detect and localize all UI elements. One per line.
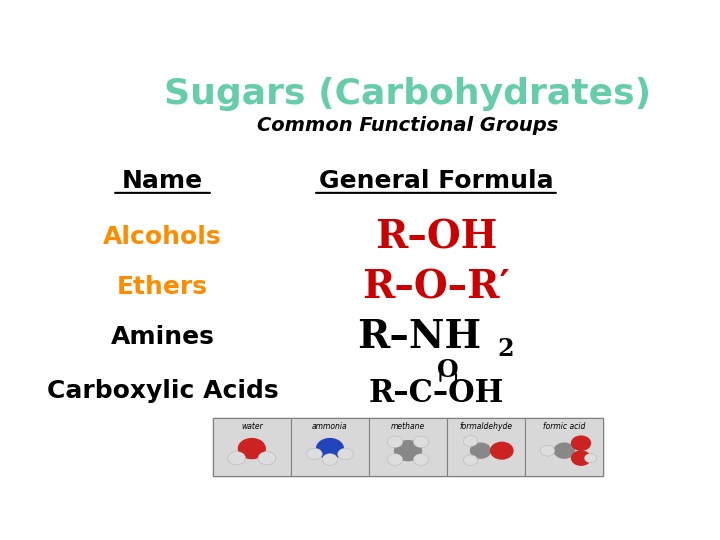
Text: Alcohols: Alcohols: [103, 225, 222, 249]
Circle shape: [572, 436, 590, 450]
Text: General Formula: General Formula: [319, 169, 553, 193]
Circle shape: [585, 454, 597, 463]
Text: methane: methane: [391, 422, 426, 431]
FancyBboxPatch shape: [213, 418, 603, 476]
FancyBboxPatch shape: [447, 418, 526, 476]
Circle shape: [540, 446, 555, 456]
Circle shape: [490, 442, 513, 459]
Circle shape: [307, 448, 323, 460]
Text: 2: 2: [498, 337, 514, 361]
Circle shape: [317, 438, 343, 458]
Text: formic acid: formic acid: [543, 422, 585, 431]
Circle shape: [463, 436, 478, 447]
Text: R–NH: R–NH: [357, 318, 481, 356]
Text: water: water: [241, 422, 263, 431]
Circle shape: [322, 454, 338, 465]
FancyBboxPatch shape: [369, 418, 447, 476]
Circle shape: [387, 436, 403, 448]
Circle shape: [338, 448, 354, 460]
Circle shape: [413, 436, 429, 448]
Circle shape: [471, 443, 490, 458]
Text: R–O–R′: R–O–R′: [362, 268, 510, 306]
Text: Sugars (Carbohydrates): Sugars (Carbohydrates): [164, 77, 652, 111]
Circle shape: [395, 441, 421, 461]
Text: Amines: Amines: [111, 325, 215, 349]
Text: O: O: [437, 357, 459, 382]
Circle shape: [554, 443, 575, 458]
Circle shape: [238, 438, 265, 458]
Circle shape: [228, 451, 246, 465]
Text: Name: Name: [122, 169, 203, 193]
Circle shape: [463, 455, 478, 465]
Text: ammonia: ammonia: [312, 422, 348, 431]
Text: Carboxylic Acids: Carboxylic Acids: [47, 379, 279, 403]
Circle shape: [572, 451, 590, 465]
Text: R–C–OH: R–C–OH: [368, 378, 504, 409]
Text: Ethers: Ethers: [117, 275, 208, 299]
FancyBboxPatch shape: [291, 418, 369, 476]
Circle shape: [387, 454, 403, 465]
Circle shape: [413, 454, 429, 465]
Text: formaldehyde: formaldehyde: [459, 422, 513, 431]
Text: R–OH: R–OH: [375, 218, 497, 256]
FancyBboxPatch shape: [526, 418, 603, 476]
FancyBboxPatch shape: [213, 418, 291, 476]
Text: Common Functional Groups: Common Functional Groups: [257, 116, 559, 134]
Circle shape: [258, 451, 276, 465]
